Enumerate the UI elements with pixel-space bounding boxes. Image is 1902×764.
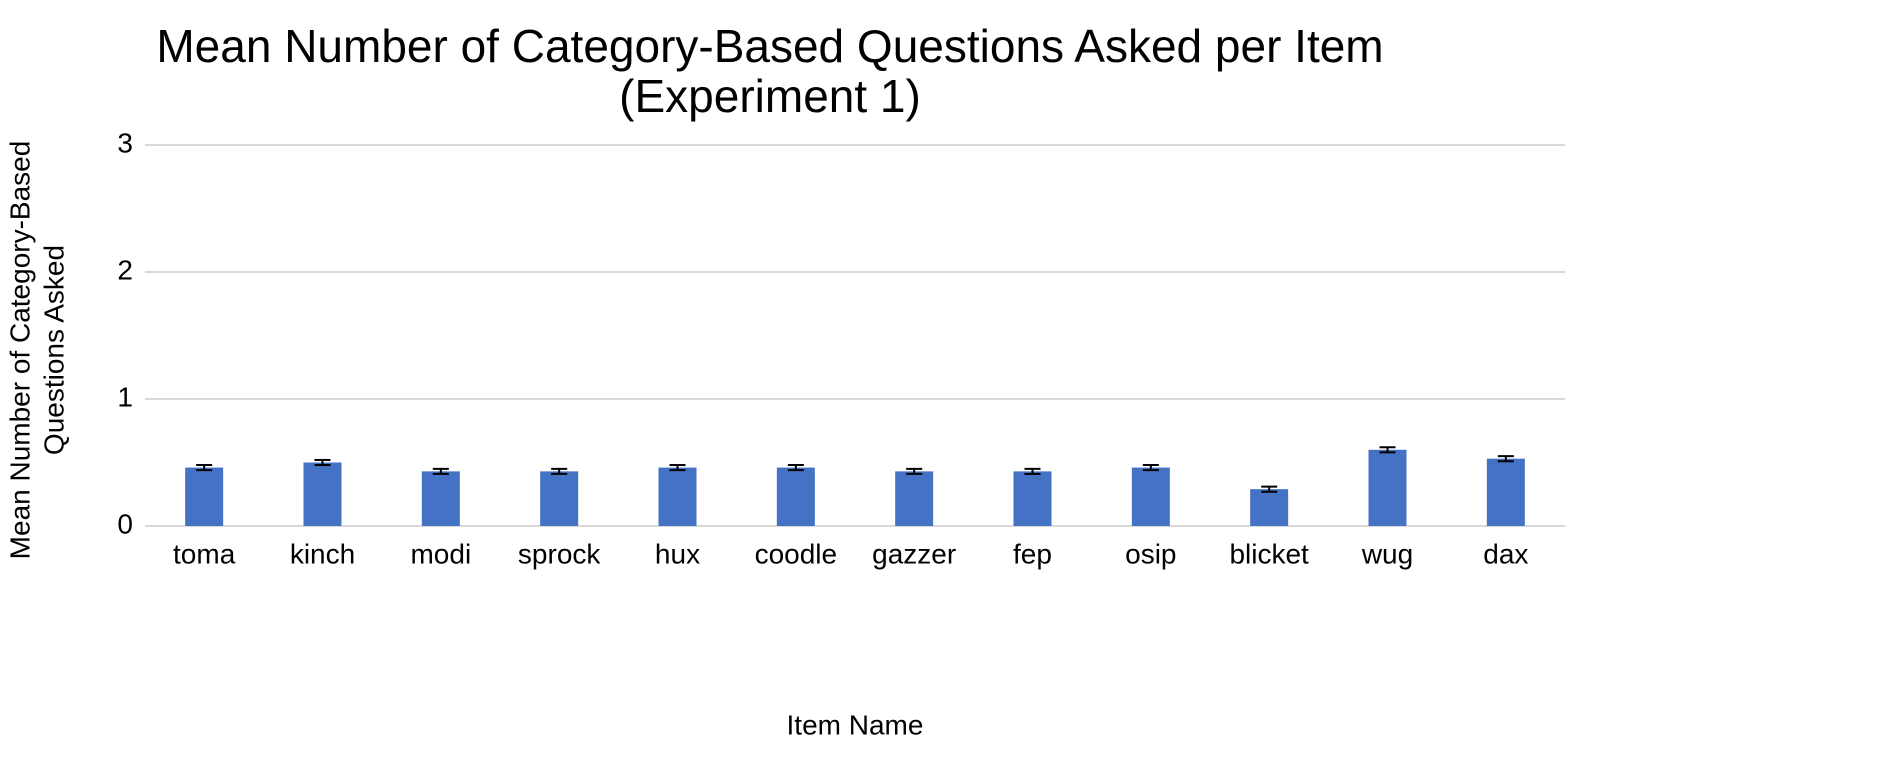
error-bar	[551, 467, 568, 475]
x-tick-label: kinch	[290, 538, 355, 569]
error-bar	[787, 464, 804, 472]
error-bar	[669, 464, 686, 472]
y-axis-label: Mean Number of Category-Based	[4, 141, 35, 560]
error-bar	[1142, 464, 1159, 472]
bar	[1368, 449, 1407, 526]
error-bar	[1379, 446, 1396, 454]
x-tick-label: wug	[1361, 538, 1413, 569]
bar	[658, 467, 697, 526]
chart-title: (Experiment 1)	[619, 70, 921, 122]
error-bar	[906, 467, 923, 475]
y-tick-label: 3	[117, 127, 133, 158]
bar	[303, 462, 342, 526]
error-bar	[196, 464, 213, 472]
y-tick-label: 0	[117, 508, 133, 539]
x-tick-label: coodle	[755, 538, 838, 569]
bar	[1131, 467, 1170, 526]
x-tick-label: sprock	[518, 538, 601, 569]
x-tick-label: blicket	[1229, 538, 1309, 569]
x-tick-label: osip	[1125, 538, 1176, 569]
error-bar	[314, 458, 331, 467]
bar	[1250, 489, 1289, 526]
x-tick-label: dax	[1483, 538, 1528, 569]
error-bar	[1261, 485, 1278, 493]
bar	[895, 471, 934, 526]
chart-title: Mean Number of Category-Based Questions …	[156, 20, 1383, 72]
x-tick-label: toma	[173, 538, 236, 569]
bar	[1486, 458, 1525, 526]
x-tick-label: fep	[1013, 538, 1052, 569]
y-tick-label: 2	[117, 254, 133, 285]
bar	[1013, 471, 1052, 526]
x-tick-label: hux	[655, 538, 700, 569]
bar	[540, 471, 579, 526]
bar	[421, 471, 460, 526]
y-tick-label: 1	[117, 381, 133, 412]
error-bar	[1497, 455, 1514, 463]
x-axis-label: Item Name	[787, 709, 924, 740]
x-tick-label: modi	[410, 538, 471, 569]
x-tick-label: gazzer	[872, 538, 956, 569]
bar	[776, 467, 815, 526]
y-axis-label: Questions Asked	[38, 245, 69, 455]
bar	[185, 467, 224, 526]
error-bar	[432, 467, 449, 475]
error-bar	[1024, 467, 1041, 475]
